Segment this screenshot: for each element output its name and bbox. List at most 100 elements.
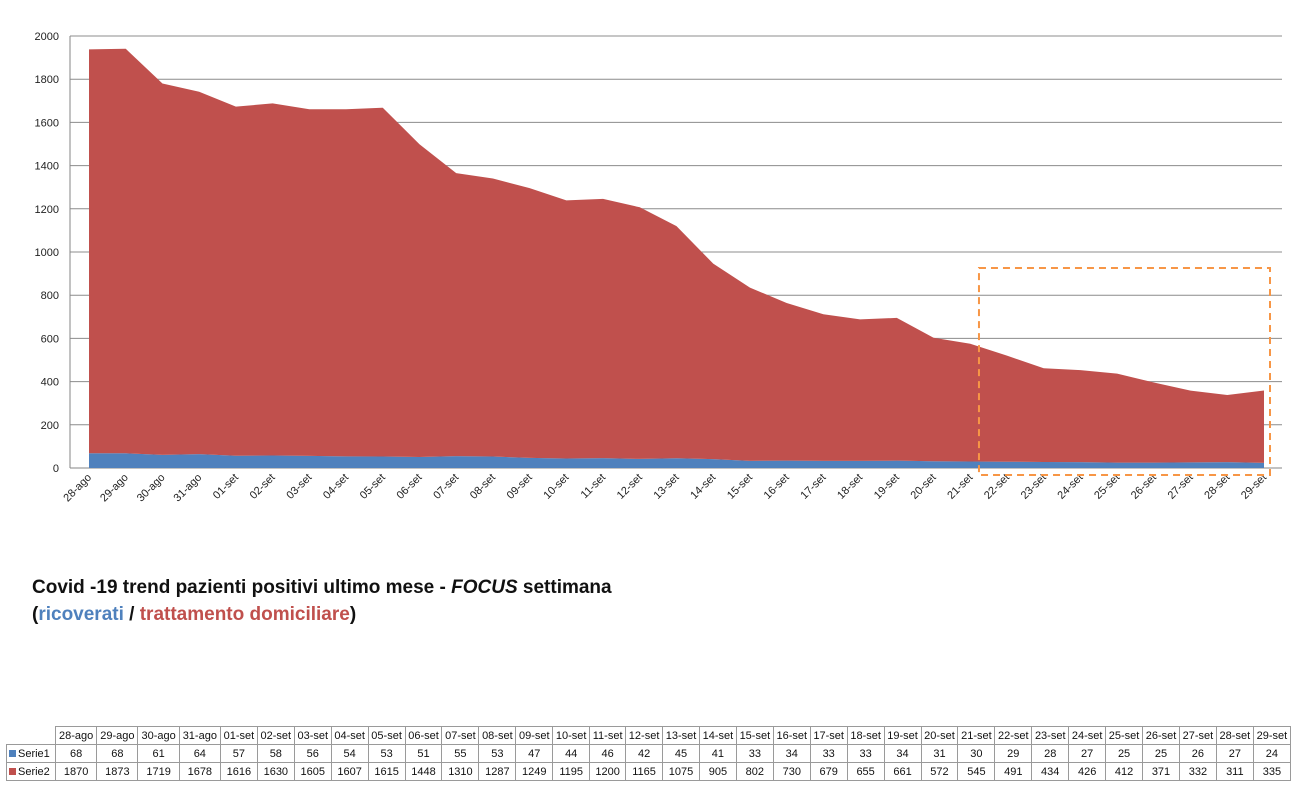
x-tick-label: 19-set — [872, 472, 902, 502]
focus-highlight-box — [977, 267, 1271, 476]
y-tick-label: 600 — [41, 333, 59, 345]
table-cell: 56 — [293, 744, 332, 763]
table-cell: 1607 — [330, 762, 369, 781]
table-cell: 1630 — [256, 762, 295, 781]
table-column-header: 19-set — [883, 726, 922, 745]
table-column-header: 03-set — [293, 726, 332, 745]
table-cell: 51 — [404, 744, 443, 763]
table-cell: 1200 — [589, 762, 627, 781]
data-table: 28-ago 29-ago 30-ago 31-ago 01-set 02-set 03-s… — [6, 726, 1292, 781]
table-column-header: 01-set — [219, 726, 258, 745]
table-column-header: 28-ago — [54, 726, 98, 745]
y-tick-label: 400 — [41, 377, 59, 389]
table-cell: 1249 — [515, 762, 554, 781]
x-tick-label: 07-set — [431, 472, 461, 502]
table-cell: 61 — [137, 744, 180, 763]
x-tick-label: 04-set — [321, 472, 351, 502]
table-cell: 47 — [515, 744, 554, 763]
table-cell: 1195 — [552, 762, 591, 781]
table-column-header: 23-set — [1031, 726, 1070, 745]
title-domiciliare: trattamento domiciliare — [139, 604, 350, 625]
table-cell: 679 — [809, 762, 848, 781]
table-column-header: 29-set — [1252, 726, 1292, 745]
data-table-header-row: 28-ago 29-ago 30-ago 31-ago 01-set 02-set 03-s… — [7, 726, 1292, 745]
x-tick-label: 24-set — [1055, 472, 1085, 502]
table-cell: 1616 — [219, 762, 258, 781]
table-cell: 1165 — [625, 762, 664, 781]
table-cell: 57 — [219, 744, 258, 763]
table-cell: 31 — [920, 744, 959, 763]
table-cell: 1287 — [478, 762, 517, 781]
x-tick-label: 10-set — [541, 472, 571, 502]
table-cell: 29 — [994, 744, 1033, 763]
table-cell: 58 — [256, 744, 295, 763]
table-cell: 25 — [1142, 744, 1180, 763]
table-cell: 655 — [846, 762, 885, 781]
y-tick-label: 200 — [41, 420, 59, 432]
table-column-header: 13-set — [662, 726, 700, 745]
table-cell: 426 — [1068, 762, 1107, 781]
x-tick-label: 01-set — [211, 472, 241, 502]
x-tick-label: 22-set — [982, 472, 1012, 502]
x-tick-label: 14-set — [688, 472, 718, 502]
x-tick-label: 29-set — [1239, 472, 1269, 502]
table-cell: 1310 — [441, 762, 480, 781]
table-cell: 491 — [994, 762, 1033, 781]
y-tick-label: 1400 — [35, 161, 59, 173]
table-column-header: 07-set — [441, 726, 480, 745]
table-cell: 1870 — [54, 762, 98, 781]
table-cell: 45 — [662, 744, 700, 763]
table-cell: 24 — [1252, 744, 1292, 763]
table-column-header: 14-set — [698, 726, 737, 745]
table-column-header: 16-set — [772, 726, 811, 745]
x-tick-label: 05-set — [358, 472, 388, 502]
title-paren-close: ) — [349, 604, 357, 625]
table-cell: 26 — [1178, 744, 1217, 763]
row-header: Serie1 — [6, 744, 56, 763]
table-column-header: 27-set — [1178, 726, 1217, 745]
y-tick-label: 1000 — [35, 247, 59, 259]
table-column-header: 30-ago — [137, 726, 180, 745]
x-tick-label: 21-set — [945, 472, 975, 502]
series-name: Serie2 — [18, 765, 50, 778]
table-cell: 33 — [809, 744, 848, 763]
table-cell: 1615 — [367, 762, 406, 781]
table-cell: 46 — [589, 744, 627, 763]
table-cell: 28 — [1031, 744, 1070, 763]
table-cell: 64 — [178, 744, 221, 763]
table-cell: 33 — [846, 744, 885, 763]
table-cell: 1678 — [178, 762, 221, 781]
x-tick-label: 11-set — [579, 472, 609, 502]
table-column-header: 12-set — [625, 726, 664, 745]
table-cell: 34 — [772, 744, 811, 763]
table-cell: 27 — [1068, 744, 1107, 763]
x-tick-label: 02-set — [248, 472, 278, 502]
table-column-header: 02-set — [256, 726, 295, 745]
table-cell: 332 — [1178, 762, 1217, 781]
series-name: Serie1 — [18, 747, 50, 760]
chart-title-line1: Covid -19 trend pazienti positivi ultimo… — [32, 574, 612, 601]
table-column-header: 22-set — [994, 726, 1033, 745]
chart-title-line2: (ricoverati / trattamento domiciliare) — [32, 601, 612, 628]
x-tick-label: 15-set — [725, 472, 755, 502]
table-cell: 30 — [957, 744, 996, 763]
table-cell: 1873 — [96, 762, 139, 781]
table-column-header: 28-set — [1215, 726, 1254, 745]
table-cell: 434 — [1031, 762, 1070, 781]
x-tick-label: 08-set — [468, 472, 498, 502]
y-tick-label: 800 — [41, 290, 59, 302]
x-tick-label: 25-set — [1092, 472, 1122, 502]
table-cell: 54 — [330, 744, 369, 763]
table-cell: 545 — [957, 762, 996, 781]
table-column-header: 17-set — [809, 726, 848, 745]
table-column-header: 15-set — [735, 726, 774, 745]
table-column-header: 29-ago — [96, 726, 139, 745]
table-cell: 68 — [96, 744, 139, 763]
table-column-header: 08-set — [478, 726, 517, 745]
table-cell: 44 — [552, 744, 591, 763]
table-cell: 33 — [735, 744, 774, 763]
table-column-header: 04-set — [330, 726, 369, 745]
x-tick-label: 26-set — [1129, 472, 1159, 502]
title-prefix: Covid -19 trend pazienti positivi ultimo… — [32, 577, 452, 598]
focus-box — [977, 267, 1271, 476]
